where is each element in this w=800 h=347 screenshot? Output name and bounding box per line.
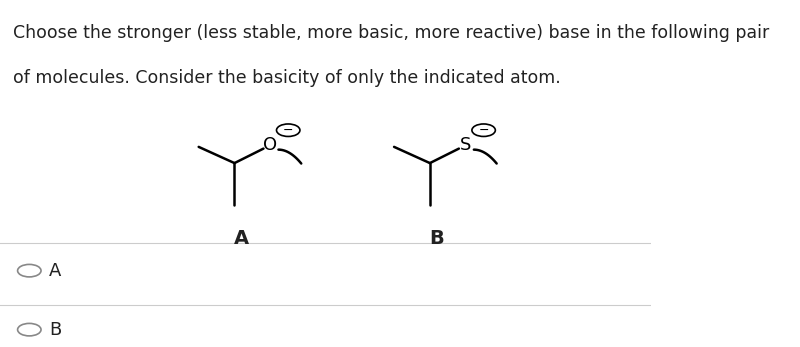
Text: B: B — [429, 229, 444, 248]
Text: A: A — [234, 229, 249, 248]
Text: −: − — [283, 124, 294, 137]
Text: O: O — [263, 136, 277, 154]
Text: A: A — [49, 262, 62, 280]
Text: of molecules. Consider the basicity of only the indicated atom.: of molecules. Consider the basicity of o… — [13, 69, 561, 87]
Text: −: − — [478, 124, 489, 137]
Text: B: B — [49, 321, 61, 339]
Text: Choose the stronger (less stable, more basic, more reactive) base in the followi: Choose the stronger (less stable, more b… — [13, 24, 770, 42]
Text: S: S — [460, 136, 471, 154]
